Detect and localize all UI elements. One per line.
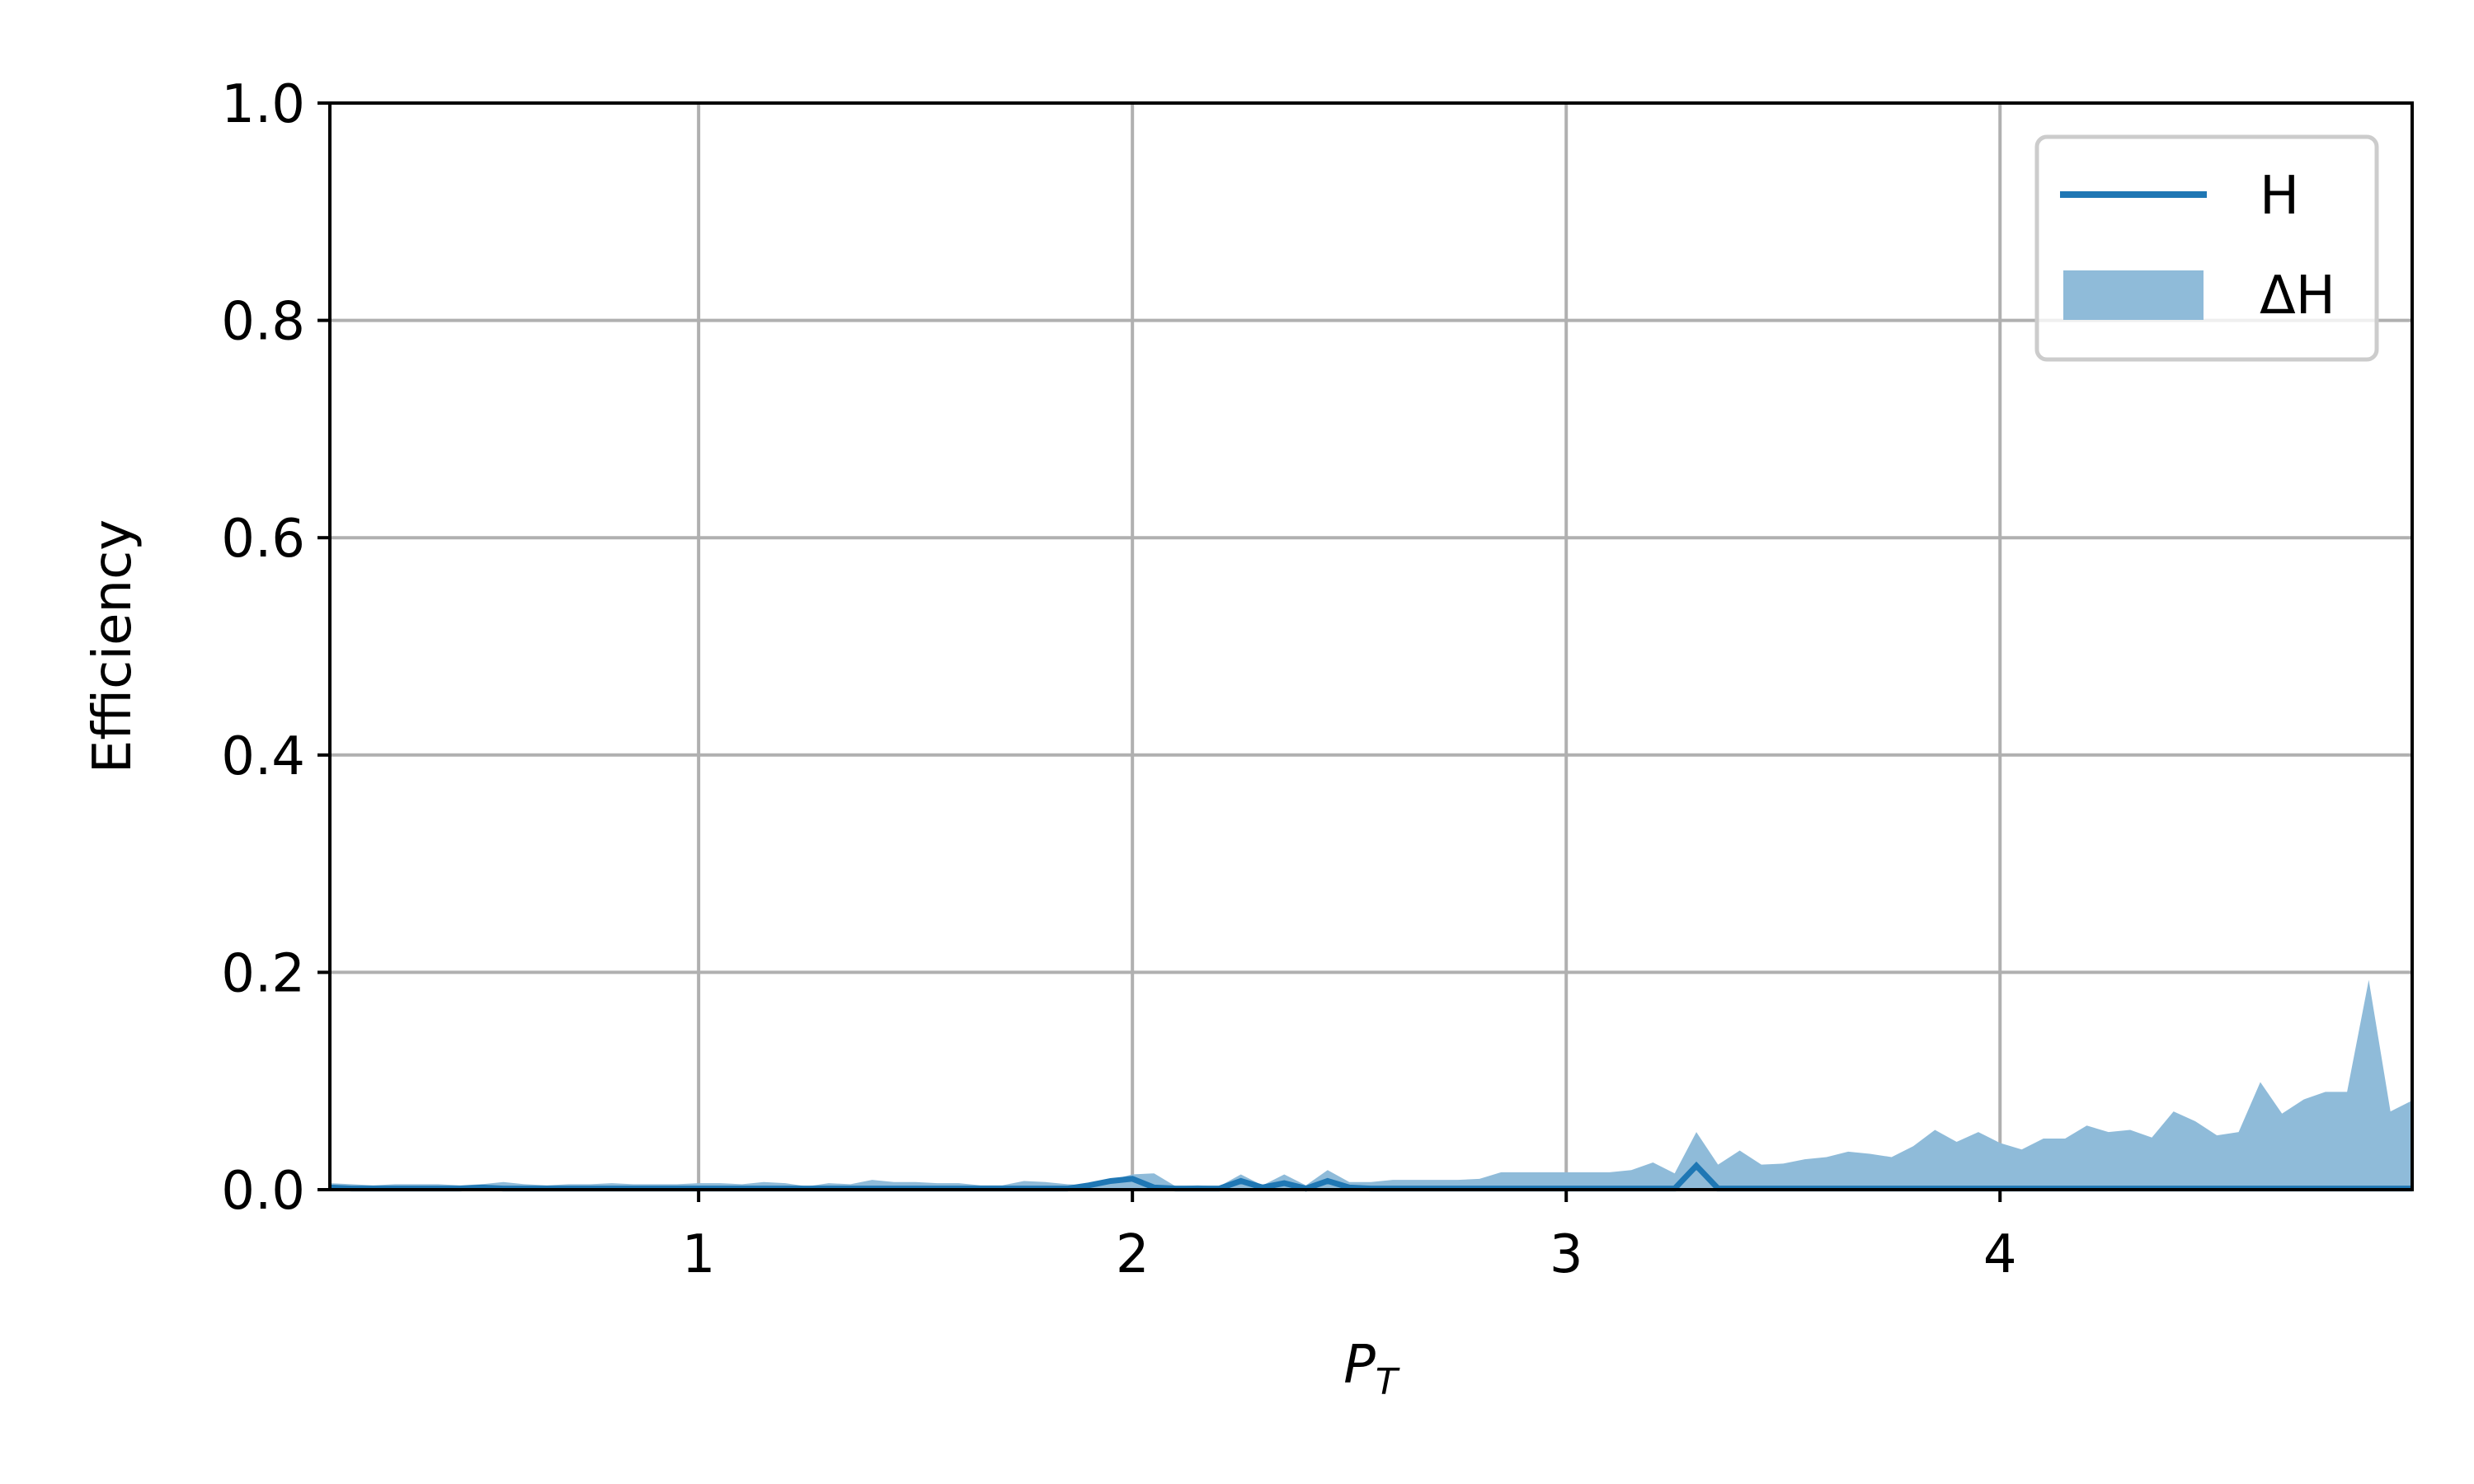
legend-swatch-delta-h: [2063, 270, 2204, 320]
plot-frame: [328, 101, 2414, 1191]
y-tick-label-4: 0.8: [221, 292, 305, 353]
legend-label-delta-h: ΔH: [2260, 265, 2335, 326]
x-tick-label-1: 2: [1116, 1224, 1150, 1285]
x-tick-label-3: 4: [1983, 1224, 2017, 1285]
legend-label-h: H: [2260, 166, 2299, 227]
y-tick-label-0: 0.0: [221, 1161, 305, 1222]
y-tick-label-5: 1.0: [221, 74, 305, 135]
legend: H ΔH: [2034, 134, 2379, 362]
x-tick-label-0: 1: [682, 1224, 716, 1285]
y-tick-label-1: 0.2: [221, 943, 305, 1004]
ticks: 1 2 3 4 0.0 0.2 0.4 0.6 0.8 1.0: [221, 74, 2016, 1285]
x-tick-label-2: 3: [1550, 1224, 1583, 1285]
y-tick-label-2: 0.4: [221, 726, 305, 787]
y-axis-label: Efficiency: [82, 519, 143, 773]
series-delta-h-area: [330, 979, 2412, 1190]
y-tick-label-3: 0.6: [221, 509, 305, 570]
x-axis-label: PT: [1343, 1335, 1400, 1403]
